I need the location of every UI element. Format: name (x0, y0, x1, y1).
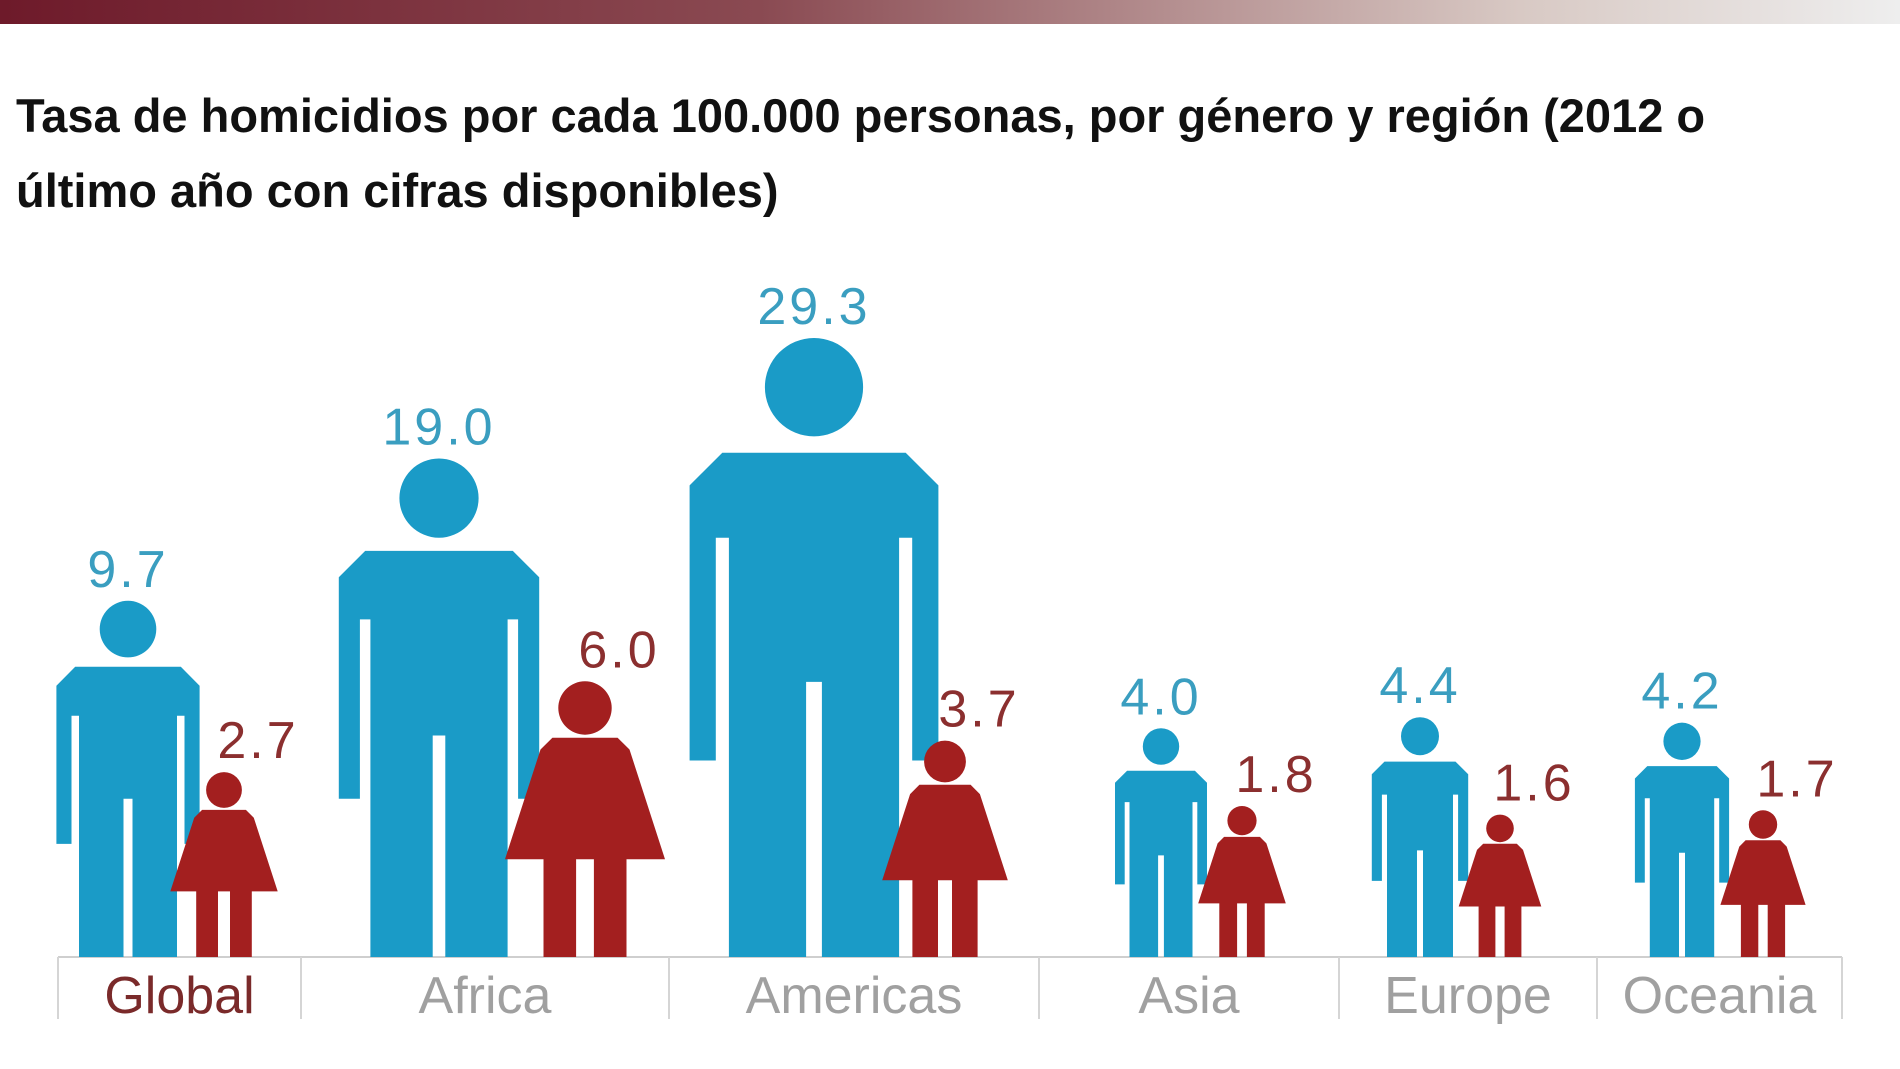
woman-icon (882, 740, 1008, 957)
value-label: 4.2 (1641, 663, 1722, 721)
x-tick-label: Americas (746, 967, 963, 1025)
x-tick-label: Oceania (1623, 967, 1817, 1025)
man-icon (1634, 722, 1730, 957)
man-icon (1371, 717, 1469, 957)
man-icon (689, 338, 939, 957)
man-icon (1115, 728, 1207, 957)
x-tick-label: Africa (419, 967, 552, 1025)
x-tick-label: Asia (1138, 967, 1239, 1025)
chart-title: Tasa de homicidios por cada 100.000 pers… (16, 89, 1706, 217)
x-tick-label: Europe (1384, 967, 1552, 1025)
top-bar (0, 0, 1900, 24)
value-label: 2.7 (217, 712, 298, 770)
value-label: 1.6 (1493, 755, 1574, 813)
value-label: 1.8 (1235, 746, 1316, 804)
value-label: 19.0 (382, 399, 495, 457)
woman-icon (1198, 805, 1286, 957)
value-label: 9.7 (87, 541, 168, 599)
value-label: 4.0 (1120, 668, 1201, 726)
man-icon (56, 600, 200, 957)
value-label: 6.0 (578, 621, 659, 679)
value-label: 1.7 (1756, 750, 1837, 808)
value-label: 4.4 (1379, 657, 1460, 715)
woman-icon (505, 681, 665, 957)
value-label: 29.3 (757, 278, 870, 336)
x-tick-label: Global (104, 967, 254, 1025)
woman-icon (1720, 810, 1806, 957)
woman-icon (1458, 814, 1542, 957)
woman-icon (170, 772, 278, 957)
man-icon (338, 458, 540, 957)
value-label: 3.7 (938, 681, 1019, 739)
